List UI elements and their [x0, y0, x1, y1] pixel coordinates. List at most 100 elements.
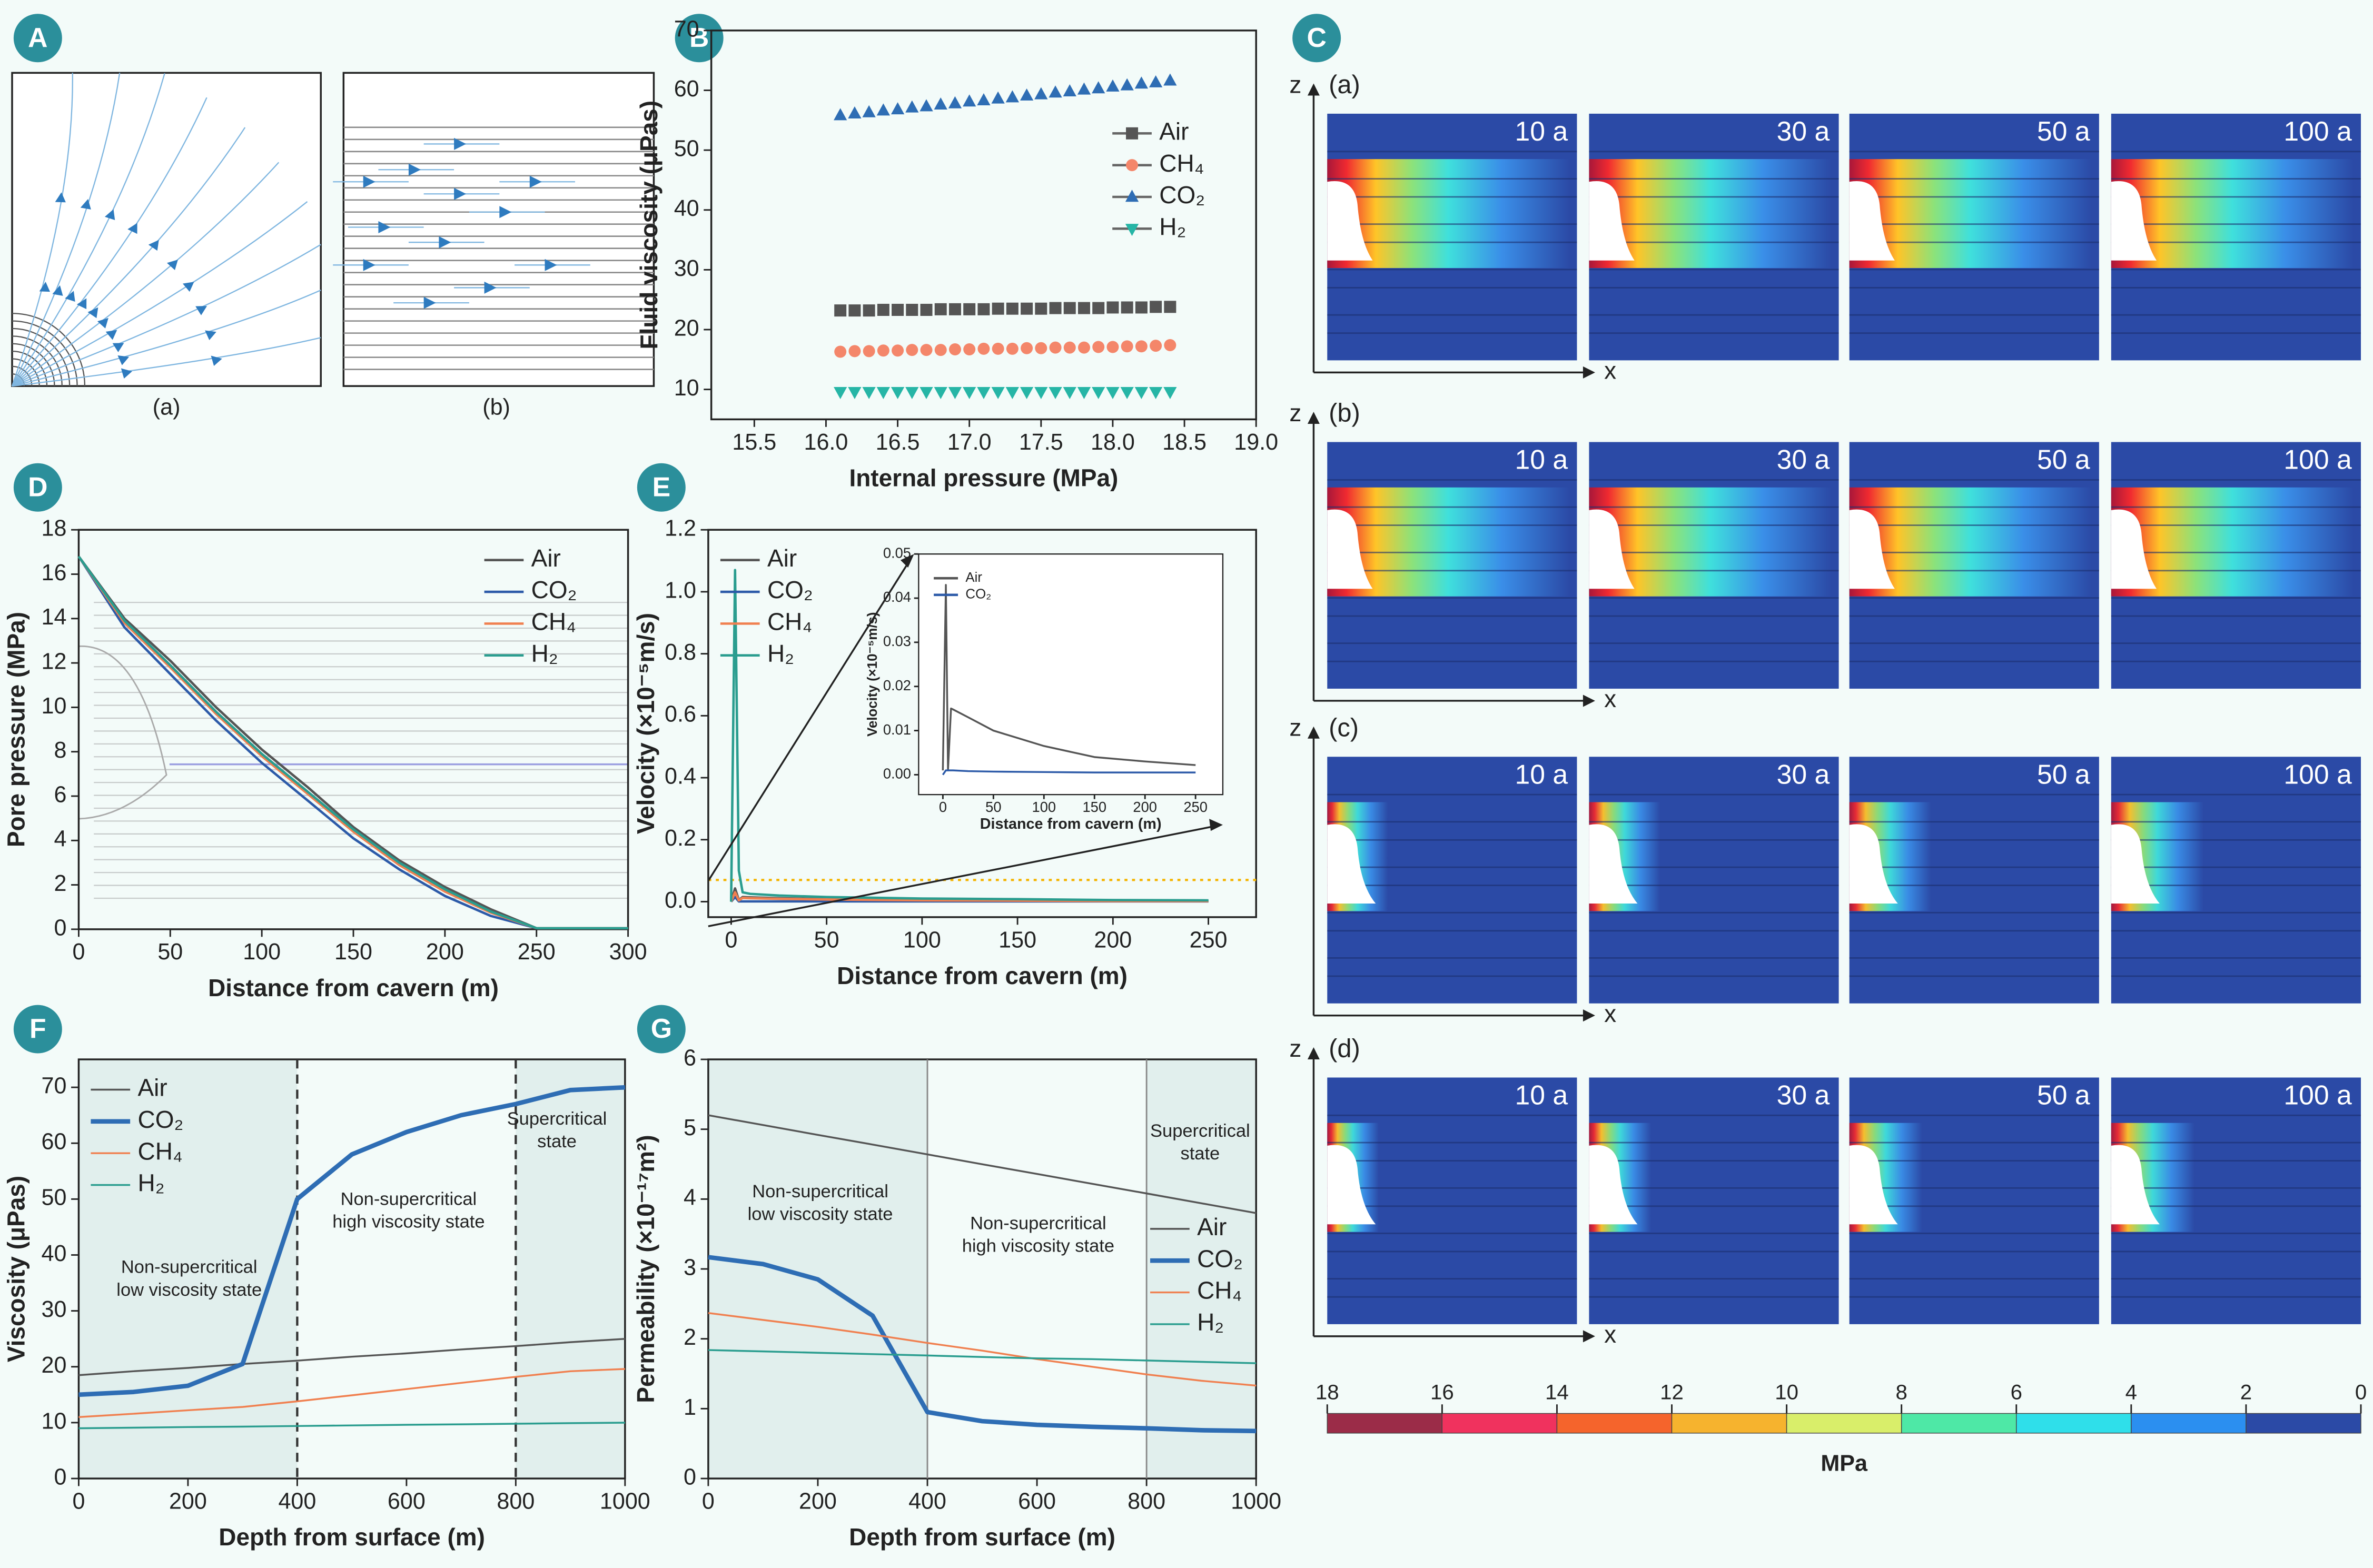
colorbar-swatch [1671, 1413, 1787, 1434]
legend-marker [1125, 224, 1139, 236]
legend-marker [1126, 159, 1139, 172]
y-tick-label: 70 [674, 16, 699, 42]
x-tick-label: 200 [1133, 799, 1157, 815]
series-line [942, 584, 1196, 771]
marker [977, 386, 991, 399]
arrow-head [1583, 366, 1595, 379]
x-tick-label: 0 [72, 1488, 85, 1514]
plot-frame [77, 529, 629, 930]
panel-badge [637, 1005, 686, 1054]
colorbar-swatch [1556, 1413, 1673, 1434]
marker [1135, 301, 1148, 314]
x-tick-label: 250 [518, 939, 556, 965]
marker [1077, 341, 1090, 354]
marker [919, 386, 933, 399]
pressure-band [1849, 159, 2092, 269]
marker [948, 96, 962, 108]
y-tick-label: 0.02 [883, 677, 911, 693]
plot-frame [77, 1058, 626, 1480]
shaded-region [78, 1059, 298, 1479]
plot-area [918, 554, 1223, 795]
axis-letter: x [1604, 685, 1616, 712]
cavity-outline [78, 646, 167, 820]
flow-arrow [117, 355, 130, 365]
marker [992, 342, 1004, 355]
x-axis-title: Distance from cavern (m) [208, 974, 499, 1001]
legend-label: CO₂ [965, 587, 991, 602]
flow-arrow [363, 259, 375, 271]
legend-label: Air [965, 570, 982, 585]
marker [1106, 301, 1119, 314]
x-tick-label: 16.5 [876, 430, 920, 455]
x-tick-label: 18.0 [1091, 430, 1135, 455]
marker [1020, 386, 1034, 399]
marker [848, 345, 861, 358]
arrow-head [1583, 694, 1595, 707]
x-axis-title: Depth from surface (m) [849, 1523, 1115, 1551]
legend-label: CO₂ [1159, 181, 1205, 209]
marker [1092, 341, 1105, 353]
marker [891, 386, 905, 399]
y-tick-label: 0.4 [665, 763, 696, 789]
flow-arrow [182, 282, 194, 292]
y-axis-title: Velocity (×10⁻⁵m/s) [632, 613, 659, 834]
cavity [1849, 824, 1898, 904]
time-label: 10 a [1515, 1080, 1568, 1110]
cavity-arc [12, 358, 40, 386]
cavity [1589, 509, 1635, 589]
marker [1063, 386, 1076, 399]
flow-arrow [378, 221, 391, 233]
y-tick-label: 1.2 [665, 516, 696, 541]
annotation: Non-supercritical [752, 1182, 888, 1202]
y-tick-label: 5 [684, 1115, 696, 1140]
marker [1092, 302, 1105, 314]
flow-arrow [104, 209, 115, 220]
marker [1063, 302, 1076, 314]
x-tick-label: 250 [1183, 799, 1208, 815]
legend-marker [1125, 190, 1139, 202]
streamline [12, 289, 321, 387]
time-label: 30 a [1777, 759, 1830, 789]
series-line [708, 1349, 1257, 1364]
y-axis-title: Permeability (×10⁻¹⁷m²) [632, 1135, 659, 1403]
annotation: high viscosity state [332, 1212, 485, 1232]
colorbar-tick-label: 4 [2125, 1381, 2137, 1404]
annotation: state [1180, 1144, 1220, 1164]
flow-arrow [195, 306, 207, 315]
y-tick-label: 18 [42, 516, 67, 541]
marker [863, 345, 875, 358]
marker [862, 105, 876, 117]
legend-label: CH₄ [531, 608, 576, 636]
x-tick-label: 200 [426, 939, 464, 965]
y-tick-label: 0.03 [883, 633, 911, 649]
flow-arrow [423, 296, 436, 309]
flow-arrow [39, 282, 50, 292]
x-tick-label: 100 [903, 927, 941, 952]
cavity [1327, 181, 1373, 261]
legend-marker [1126, 127, 1139, 140]
annotation: low viscosity state [748, 1204, 893, 1224]
panel-letter: A [28, 22, 47, 53]
panel-sublabel: (b) [482, 395, 510, 420]
cavity [1589, 1145, 1638, 1225]
colorbar-tick-label: 16 [1430, 1381, 1454, 1404]
cavity [2111, 181, 2157, 261]
y-tick-label: 10 [42, 1408, 67, 1434]
marker [934, 97, 947, 110]
marker [834, 304, 847, 317]
y-tick-label: 60 [674, 76, 699, 102]
marker [1163, 386, 1177, 399]
streamline [12, 127, 246, 387]
panel-letter: E [652, 471, 671, 502]
time-label: 50 a [2037, 759, 2090, 789]
cavity [2111, 509, 2157, 589]
y-tick-label: 16 [42, 560, 67, 585]
y-tick-label: 0.8 [665, 640, 696, 665]
row-label: (d) [1329, 1035, 1360, 1063]
cavity-arc [12, 328, 71, 386]
marker [1006, 342, 1019, 355]
x-axis-title: Internal pressure (MPa) [849, 464, 1118, 492]
flow-arrow [545, 259, 557, 271]
streamline [11, 73, 121, 386]
x-tick-label: 800 [497, 1488, 535, 1514]
